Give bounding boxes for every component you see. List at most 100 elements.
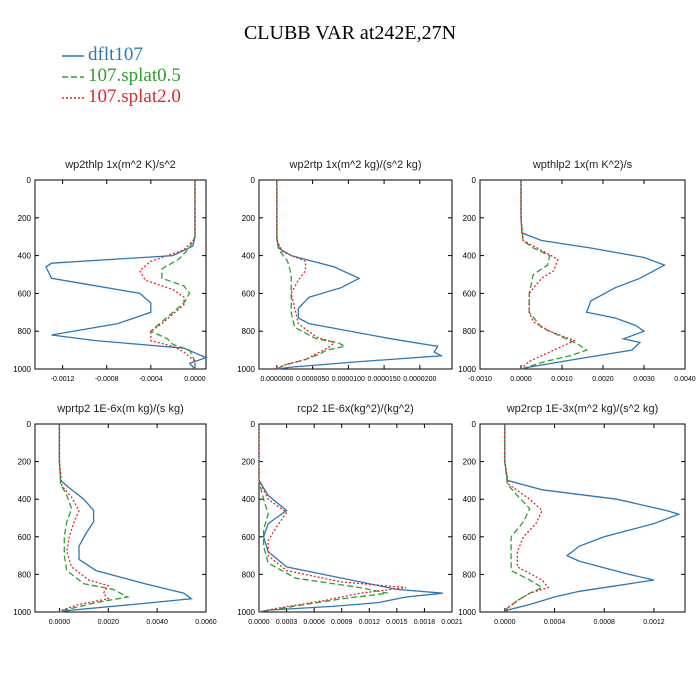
series-line-1 [258, 424, 443, 613]
x-tick-label: 0.0009 [331, 619, 353, 626]
y-tick-label: 800 [18, 327, 32, 336]
chart-title: wpthlp2 1x(m K^2)/s [532, 159, 633, 171]
legend-label: 107.splat2.0 [88, 86, 181, 107]
y-tick-label: 400 [463, 252, 477, 261]
x-tick-label: 0.0018 [414, 619, 436, 626]
legend-swatch-icon [62, 75, 84, 78]
series-line-2 [504, 424, 544, 613]
legend-entry-splat0.5: 107.splat0.5 [62, 65, 181, 86]
y-tick-label: 1000 [237, 608, 255, 617]
x-tick-label: 0.0000 [184, 376, 206, 383]
legend: dflt107 107.splat0.5 107.splat2.0 [62, 44, 181, 107]
plot-frame [258, 423, 453, 613]
chart-panel-3: wpthlp2 1x(m K^2)/s 0 200 400 600 800 1000 -0.0… [458, 159, 696, 383]
x-tick-label: 0.0040 [674, 376, 696, 383]
plot-frame [258, 179, 453, 370]
series-line-3 [138, 180, 196, 369]
y-tick-label: 200 [463, 214, 477, 223]
series-line-3 [276, 180, 336, 370]
legend-entry-splat2.0: 107.splat2.0 [62, 86, 181, 107]
series-line-1 [58, 424, 194, 613]
y-tick-label: 800 [242, 327, 256, 336]
y-tick-label: 1000 [458, 608, 476, 617]
x-tick-label: 0.0000000 [260, 376, 293, 383]
series-line-2 [258, 424, 388, 613]
chart-title: rcp2 1E-6x(kg^2)/(kg^2) [297, 403, 414, 415]
x-tick-label: 0.0010 [551, 376, 573, 383]
plot-frame [34, 179, 207, 370]
y-tick-label: 600 [242, 533, 256, 542]
chart-title: wp2rtp 1x(m^2 kg)/(s^2 kg) [289, 159, 422, 171]
y-tick-label: 800 [18, 570, 32, 579]
chart-panel-2: wp2rtp 1x(m^2 kg)/(s^2 kg) 0 200 400 600 800 1… [237, 159, 453, 383]
series-line-1 [520, 180, 667, 370]
x-tick-label: 0.0030 [633, 376, 655, 383]
page-title: CLUBB VAR at242E,27N [243, 22, 457, 44]
chart-panel-5: rcp2 1E-6x(kg^2)/(kg^2) 0 200 400 600 800 1000… [237, 403, 463, 626]
x-tick-label: 0.0000050 [296, 376, 329, 383]
x-tick-label: 0.0015 [386, 619, 408, 626]
x-tick-label: 0.0060 [195, 619, 217, 626]
y-tick-label: 0 [472, 420, 477, 429]
plot-frame [479, 423, 686, 613]
y-tick-label: 200 [242, 458, 256, 467]
y-tick-label: 600 [18, 533, 32, 542]
series-line-1 [45, 180, 208, 370]
x-tick-label: 0.0000 [248, 619, 270, 626]
y-tick-label: 0 [27, 176, 32, 185]
y-tick-label: 800 [463, 327, 477, 336]
x-tick-label: 0.0020 [98, 619, 120, 626]
series-line-2 [520, 180, 589, 370]
y-tick-label: 400 [242, 252, 256, 261]
y-tick-label: 400 [242, 495, 256, 504]
y-tick-label: 400 [463, 495, 477, 504]
y-tick-label: 1000 [458, 365, 476, 374]
x-tick-label: -0.0010 [468, 376, 492, 383]
x-tick-label: 0.0000100 [332, 376, 365, 383]
series-line-1 [504, 424, 681, 613]
legend-label: 107.splat0.5 [88, 65, 181, 86]
y-tick-label: 600 [463, 289, 477, 298]
chart-panel-6: wp2rcp 1E-3x(m^2 kg)/(s^2 kg) 0 200 400 600 8… [458, 403, 686, 626]
y-tick-label: 200 [18, 458, 32, 467]
y-tick-label: 400 [18, 495, 32, 504]
x-tick-label: 0.0000 [510, 376, 532, 383]
x-tick-label: 0.0006 [303, 619, 325, 626]
y-tick-label: 0 [472, 176, 477, 185]
chart-title: wp2rcp 1E-3x(m^2 kg)/(s^2 kg) [506, 403, 659, 415]
y-tick-label: 600 [463, 533, 477, 542]
series-line-3 [520, 180, 576, 370]
y-tick-label: 1000 [237, 365, 255, 374]
x-tick-label: 0.0003 [276, 619, 298, 626]
x-tick-label: -0.0004 [139, 376, 163, 383]
x-tick-label: 0.0008 [594, 619, 616, 626]
y-tick-label: 600 [18, 289, 32, 298]
series-line-2 [276, 180, 347, 370]
y-tick-label: 800 [463, 570, 477, 579]
y-tick-label: 0 [27, 420, 32, 429]
x-tick-label: 0.0000 [494, 619, 516, 626]
y-tick-label: 200 [463, 458, 477, 467]
y-tick-label: 1000 [13, 365, 31, 374]
x-tick-label: 0.0000 [49, 619, 71, 626]
y-tick-label: 400 [18, 252, 32, 261]
series-line-2 [149, 180, 196, 369]
x-tick-label: 0.0040 [146, 619, 168, 626]
legend-label: dflt107 [88, 44, 143, 65]
legend-swatch-icon [62, 54, 84, 57]
x-tick-label: 0.0012 [359, 619, 381, 626]
x-tick-label: 0.0000150 [368, 376, 401, 383]
series-line-3 [504, 424, 550, 613]
x-tick-label: -0.0012 [51, 376, 75, 383]
y-tick-label: 0 [251, 176, 256, 185]
x-tick-label: -0.0008 [95, 376, 119, 383]
y-tick-label: 200 [242, 214, 256, 223]
x-tick-label: 0.0012 [643, 619, 665, 626]
series-line-3 [58, 424, 110, 613]
y-tick-label: 0 [251, 420, 256, 429]
series-line-1 [276, 180, 444, 370]
x-tick-label: 0.0020 [592, 376, 614, 383]
x-tick-label: 0.0021 [441, 619, 463, 626]
series-line-3 [258, 424, 407, 613]
chart-panel-4: wprtp2 1E-6x(m kg)/(s kg) 0 200 400 600 800 10… [13, 403, 217, 626]
